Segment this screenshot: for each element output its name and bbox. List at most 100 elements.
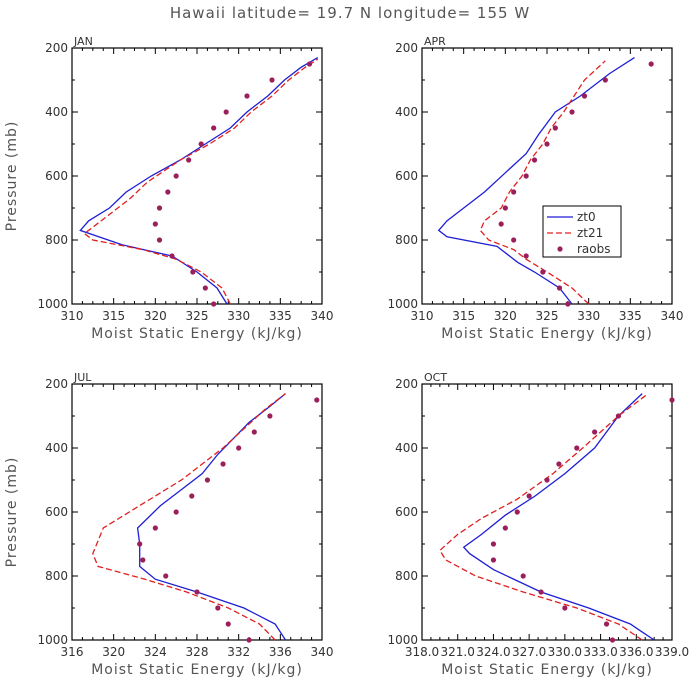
raobs-point <box>225 621 231 627</box>
x-tick-label: 320 <box>144 309 167 323</box>
raobs-point <box>156 205 163 211</box>
raobs-point <box>544 477 550 483</box>
x-tick-label: 335 <box>269 309 292 323</box>
zt0-line <box>136 393 287 641</box>
y-tick-label: 1000 <box>387 297 418 311</box>
y-tick-label: 1000 <box>37 297 68 311</box>
x-tick-label: 336 <box>269 645 292 659</box>
y-tick-label: 400 <box>45 105 68 119</box>
raobs-point <box>544 141 550 147</box>
zt0-line <box>79 57 319 305</box>
raobs-point <box>520 573 526 579</box>
x-tick-label: 330.0 <box>548 645 582 659</box>
panel-oct: OCT 318.0 321.0 324.0 327.0 330.0 333.0 336.0 33… <box>387 371 689 678</box>
x-axis-label: Moist Static Energy (kJ/kg) <box>91 326 303 342</box>
raobs-point <box>314 397 320 403</box>
zt0-line <box>437 57 635 305</box>
raobs-point <box>251 429 257 435</box>
legend-box <box>542 205 622 258</box>
x-tick-label: 335 <box>619 309 642 323</box>
raobs-point <box>246 637 252 643</box>
raobs-point <box>173 509 179 515</box>
x-tick-label: 316 <box>61 645 84 659</box>
raobs-point <box>531 157 538 163</box>
raobs-point <box>165 189 171 195</box>
zt21-line <box>479 60 606 305</box>
x-tick-label: 315 <box>102 309 125 323</box>
raobs-point <box>156 237 163 243</box>
raobs-point <box>556 461 562 467</box>
raobs-point <box>490 557 497 563</box>
raobs-point <box>523 173 529 179</box>
x-tick-label: 325 <box>186 309 209 323</box>
panel-jul: JUL 316 320 324 328 332 336 340 200 400 600 800 1000… <box>4 371 333 678</box>
y-tick-label: 800 <box>395 233 418 247</box>
raobs-point <box>269 77 275 83</box>
y-tick-label: 200 <box>45 377 68 391</box>
y-axis-label: Pressure (mb) <box>4 121 20 232</box>
x-tick-label: 332 <box>227 645 250 659</box>
panel-jan: JAN 310 315 320 325 330 335 340 200 400 600 800 1000… <box>4 35 333 342</box>
y-tick-label: 600 <box>45 169 68 183</box>
x-tick-label: 310 <box>61 309 84 323</box>
raobs-point <box>267 413 273 419</box>
raobs-point <box>236 445 242 451</box>
raobs-point <box>490 541 497 547</box>
y-tick-label: 800 <box>45 569 68 583</box>
raobs-point <box>215 605 221 611</box>
y-tick-label: 200 <box>45 41 68 55</box>
x-tick-label: 325 <box>536 309 559 323</box>
legend-raobs-marker <box>557 246 563 252</box>
zt21-line <box>92 393 286 641</box>
x-tick-label: 320 <box>494 309 517 323</box>
x-tick-label: 315 <box>452 309 475 323</box>
raobs-point <box>602 77 608 83</box>
plot-frame <box>421 47 673 305</box>
x-tick-label: 330 <box>227 309 250 323</box>
x-tick-label: 321.0 <box>441 645 475 659</box>
raobs-point <box>204 477 211 483</box>
x-tick-label: 330 <box>577 309 600 323</box>
y-tick-label: 400 <box>395 105 418 119</box>
x-tick-label: 327.0 <box>512 645 546 659</box>
x-tick-label: 328 <box>186 645 209 659</box>
raobs-point <box>152 221 158 227</box>
raobs-point <box>540 269 546 275</box>
raobs-point <box>186 157 192 163</box>
x-tick-label: 340 <box>311 309 334 323</box>
raobs-point <box>648 61 654 67</box>
x-axis-label: Moist Static Energy (kJ/kg) <box>91 662 303 678</box>
plot-frame <box>71 47 323 305</box>
y-tick-label: 600 <box>395 169 418 183</box>
raobs-point <box>211 125 217 131</box>
x-tick-label: 310 <box>411 309 434 323</box>
raobs-point <box>592 429 598 435</box>
x-tick-label: 333.0 <box>583 645 617 659</box>
raobs-point <box>574 445 580 451</box>
zt0-line <box>462 393 655 641</box>
y-axis-label: Pressure (mb) <box>4 457 20 568</box>
x-tick-label: 324.0 <box>476 645 510 659</box>
raobs-point <box>609 637 616 643</box>
raobs-point <box>502 525 508 531</box>
y-tick-label: 1000 <box>37 633 68 647</box>
x-tick-label: 318.0 <box>405 645 439 659</box>
x-tick-label: 340 <box>311 645 334 659</box>
raobs-point <box>523 253 529 259</box>
y-tick-label: 1000 <box>387 633 418 647</box>
raobs-point <box>137 541 143 547</box>
page-title: Hawaii latitude= 19.7 N longitude= 155 W <box>169 4 531 22</box>
raobs-point <box>565 301 571 307</box>
raobs-point <box>169 253 175 259</box>
raobs-point <box>511 237 517 243</box>
raobs-point <box>163 573 169 579</box>
raobs-point <box>526 493 532 499</box>
plot-frame <box>71 383 323 641</box>
x-tick-label: 336.0 <box>619 645 653 659</box>
y-tick-label: 800 <box>45 233 68 247</box>
y-tick-label: 600 <box>45 505 68 519</box>
raobs-point <box>198 141 204 147</box>
y-tick-label: 400 <box>45 441 68 455</box>
raobs-point <box>189 493 195 499</box>
raobs-point <box>581 93 588 99</box>
